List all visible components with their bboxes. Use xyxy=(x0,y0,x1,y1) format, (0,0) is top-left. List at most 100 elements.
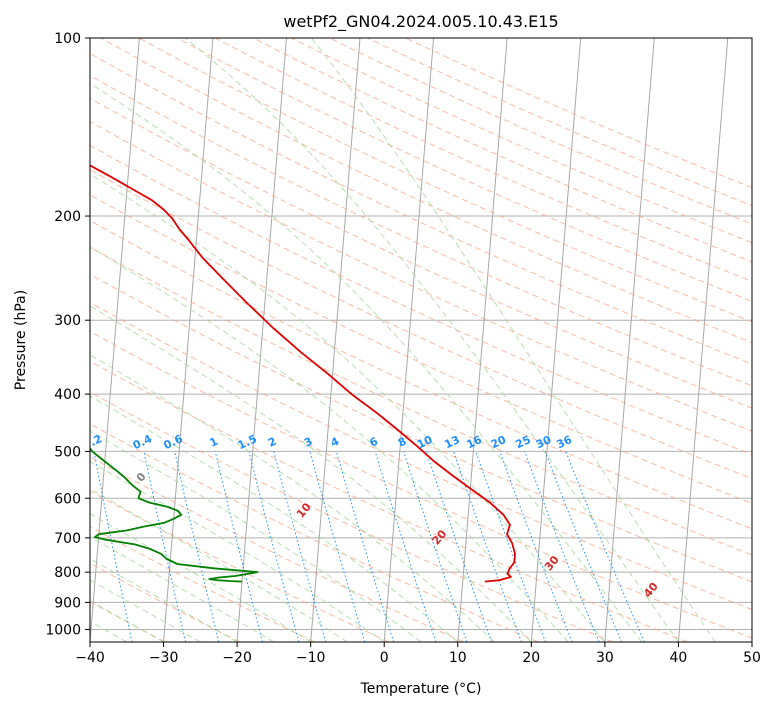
mixing-ratio-label: 3 xyxy=(302,435,314,450)
mixing-ratio-label: 0.6 xyxy=(162,432,185,452)
mixing-ratio-label: 1.5 xyxy=(236,432,259,452)
dry-adiabat-line xyxy=(291,38,752,244)
isotherm-line xyxy=(383,38,435,642)
dry-adiabat-line xyxy=(90,456,464,642)
mixing-ratio-label: 13 xyxy=(442,433,461,451)
moist-adiabat-line xyxy=(90,430,422,642)
dry-adiabat-line xyxy=(90,120,752,432)
mixing-ratio-line xyxy=(214,451,263,642)
moist-adiabat-line xyxy=(90,579,201,642)
moist-adiabat-line xyxy=(90,488,348,642)
moist-adiabat-line xyxy=(184,38,679,642)
dry-adiabat-line xyxy=(90,220,752,530)
y-tick-label: 600 xyxy=(54,491,81,507)
dry-adiabat-line xyxy=(100,38,752,344)
y-tick-label: 400 xyxy=(54,387,81,403)
x-tick-label: 40 xyxy=(669,650,687,666)
moist-adiabat-line xyxy=(90,173,606,642)
mixing-ratio-label: 2 xyxy=(266,435,278,450)
dry-adiabat-line xyxy=(90,360,688,642)
background-lines xyxy=(90,38,752,642)
dry-adiabat-line xyxy=(405,38,752,189)
isotherm-line xyxy=(236,38,287,642)
isotherm-line xyxy=(604,38,655,642)
x-tick-label: 20 xyxy=(522,650,540,666)
sounding-profiles xyxy=(90,164,516,583)
mixing-ratio-label: 0.2 xyxy=(81,432,104,452)
isotherm-line xyxy=(163,38,214,642)
dry-adiabat-line xyxy=(176,38,752,302)
mixing-ratio-label: 20 xyxy=(489,433,509,451)
dry-adiabat-line xyxy=(90,423,539,642)
y-tick-label: 1000 xyxy=(45,623,81,639)
dry-adiabat-line xyxy=(90,330,752,639)
moist-adiabat-line xyxy=(90,354,495,642)
dry-adiabat-line xyxy=(138,38,752,323)
x-axis-label: Temperature (°C) xyxy=(360,681,482,697)
x-tick-label: 0 xyxy=(380,650,389,666)
mixing-ratio-label: 16 xyxy=(465,433,485,451)
moist-adiabat-line xyxy=(90,513,311,642)
dry-adiabat-label: -10 xyxy=(18,468,41,491)
y-tick-label: 500 xyxy=(54,444,81,460)
x-tick-label: −30 xyxy=(149,650,179,666)
x-tick-label: −40 xyxy=(75,650,105,666)
x-axis: −40 −30 −20 −10 0 10 20 30 40 50 xyxy=(75,642,761,666)
mixing-ratio-line xyxy=(143,451,187,642)
x-tick-label: 50 xyxy=(743,650,761,666)
moist-adiabat-label: 30 xyxy=(542,553,562,573)
isotherm-line xyxy=(457,38,508,642)
y-tick-label: 700 xyxy=(54,531,81,547)
mixing-ratio-line xyxy=(499,451,573,642)
moist-adiabat-label: 10 xyxy=(294,500,314,520)
dry-adiabat-line xyxy=(90,273,752,583)
dewpoint-profile-line xyxy=(90,446,259,583)
mixing-ratio-label: 36 xyxy=(555,433,575,451)
dry-adiabat-line xyxy=(90,97,752,409)
dry-adiabat-line xyxy=(367,38,752,207)
x-tick-label: −20 xyxy=(222,650,252,666)
x-tick-label: 30 xyxy=(596,650,614,666)
mixing-ratio-line xyxy=(544,451,623,642)
mixing-ratio-label: 10 xyxy=(415,433,435,451)
y-tick-label: 800 xyxy=(54,565,81,581)
mixing-ratio-line xyxy=(475,451,547,642)
y-tick-label: 100 xyxy=(54,31,81,47)
dry-adiabat-line xyxy=(90,490,390,642)
moist-adiabat-label: 40 xyxy=(641,580,661,600)
isotherm-line xyxy=(751,635,752,642)
dry-adiabat-line xyxy=(90,391,613,642)
mixing-ratio-label: 30 xyxy=(534,433,554,451)
x-tick-label: −10 xyxy=(296,650,326,666)
y-tick-label: 200 xyxy=(54,209,81,225)
dry-adiabat-line xyxy=(90,562,241,642)
plot-frame xyxy=(89,37,753,643)
mixing-ratio-label: 0.4 xyxy=(131,432,154,452)
mixing-ratio-line xyxy=(309,451,366,642)
moist-adiabat-line xyxy=(90,82,643,642)
mixing-ratio-label: 1 xyxy=(208,435,220,450)
mixing-ratio-line xyxy=(403,451,468,642)
moist-adiabat-line xyxy=(90,558,238,642)
moist-adiabat-line xyxy=(90,461,385,642)
mixing-ratio-line xyxy=(335,451,395,642)
mixing-ratio-line xyxy=(248,451,300,642)
mixing-ratio-label: 4 xyxy=(329,435,342,450)
temperature-profile-line xyxy=(90,164,516,583)
dry-adiabat-line xyxy=(90,194,752,504)
dry-adiabat-line xyxy=(90,75,752,387)
isotherm-line xyxy=(310,38,361,642)
mixing-ratio-line xyxy=(565,451,645,642)
dry-adiabat-line xyxy=(90,52,752,365)
isotherm-line xyxy=(677,38,729,642)
y-tick-label: 900 xyxy=(54,595,81,611)
mixing-ratio-line xyxy=(273,451,327,642)
mixing-ratio-line xyxy=(374,451,437,642)
isotherm-line xyxy=(530,38,582,642)
dry-adiabat-line xyxy=(329,38,752,225)
dry-adiabat-line xyxy=(90,525,315,642)
chart-title: wetPf2_GN04.2024.005.10.43.E15 xyxy=(283,12,558,32)
mixing-ratio-label: 6 xyxy=(368,435,381,450)
moist-adiabat-line xyxy=(90,246,569,642)
